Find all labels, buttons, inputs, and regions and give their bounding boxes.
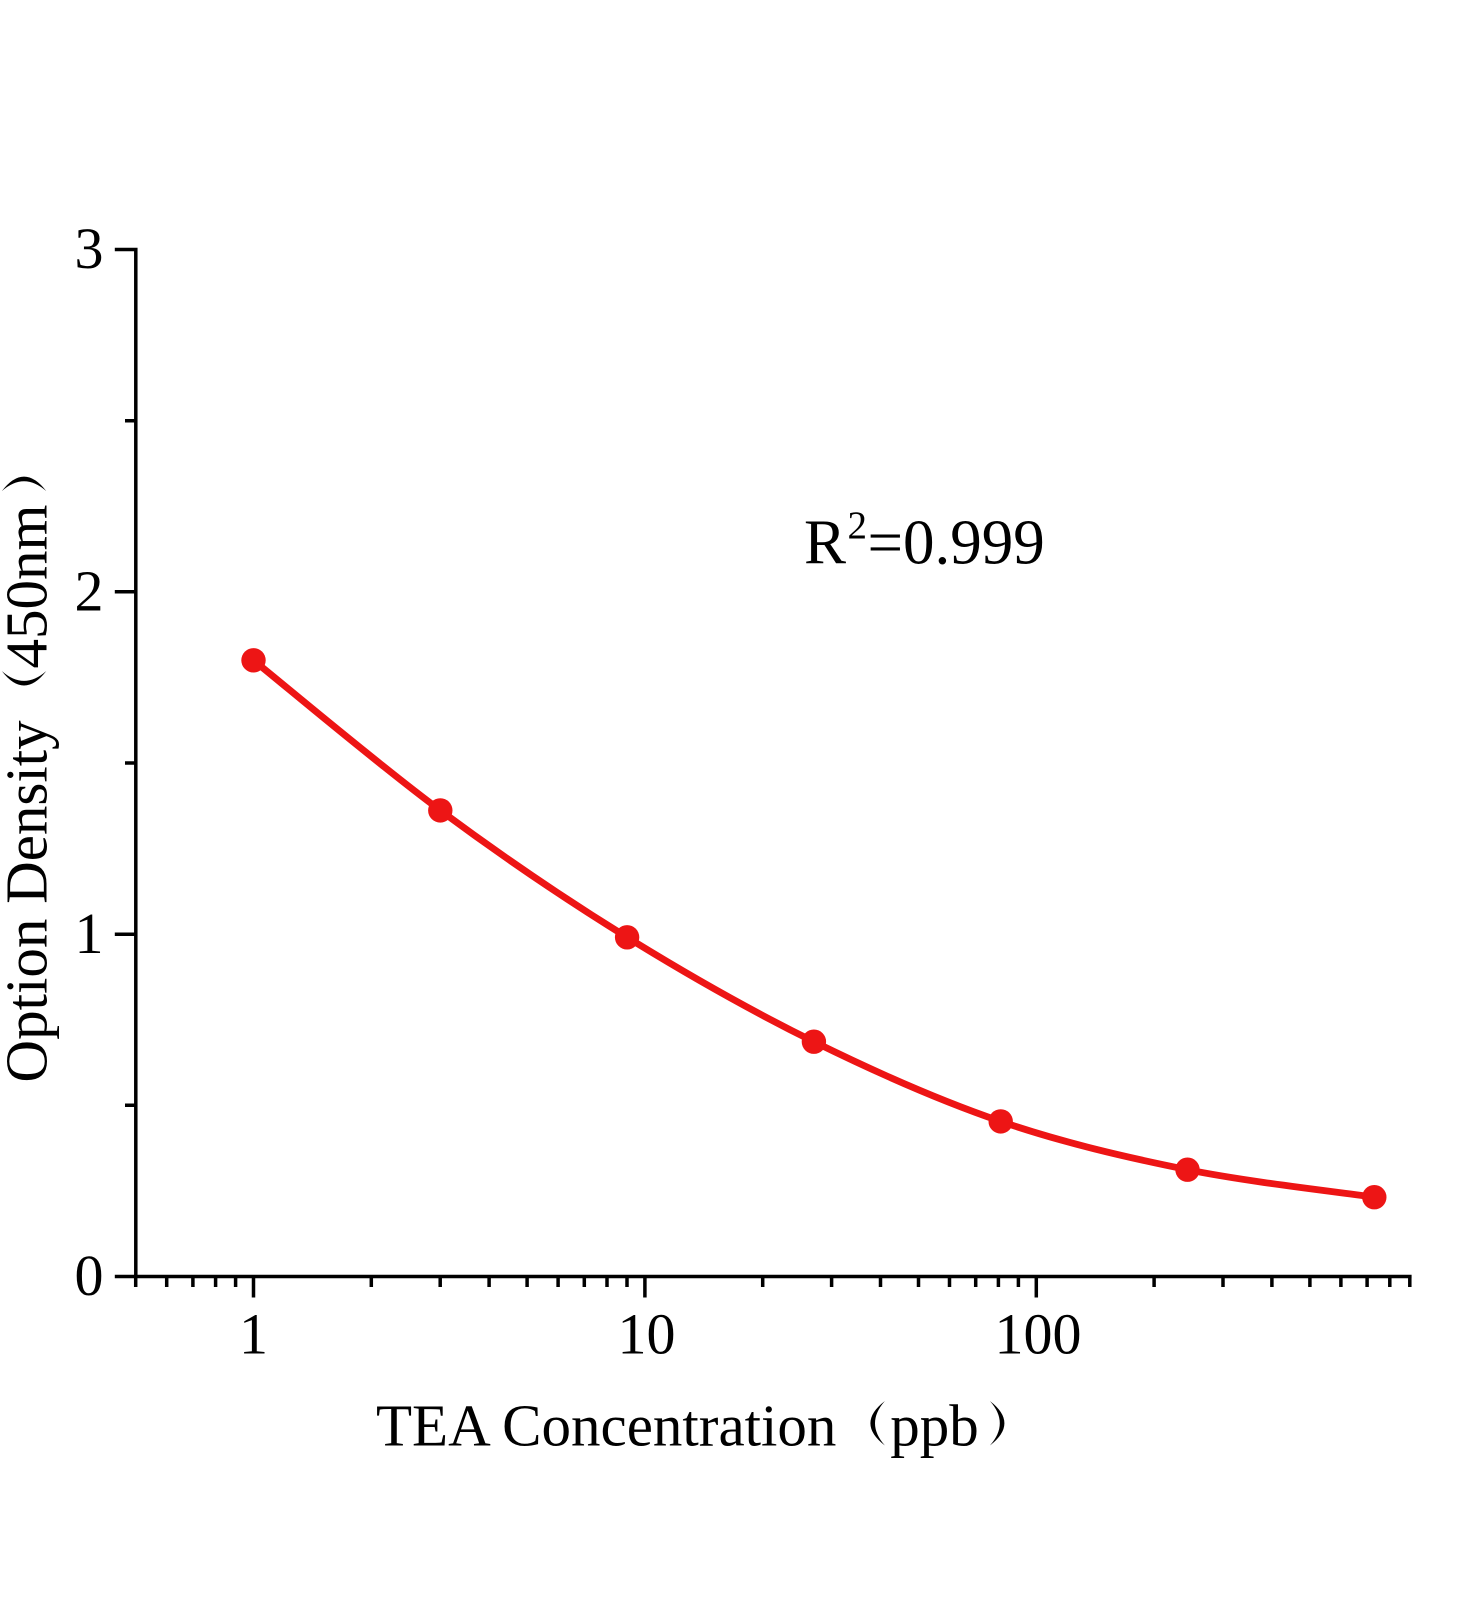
svg-text:TEA Concentration: TEA Concentration	[376, 1393, 836, 1459]
svg-text:10: 10	[618, 1302, 676, 1367]
svg-text:1: 1	[239, 1302, 268, 1367]
svg-text:ppb: ppb	[890, 1393, 979, 1459]
svg-text:R: R	[804, 508, 846, 578]
svg-text:3: 3	[75, 216, 104, 281]
svg-text:2: 2	[848, 504, 868, 547]
svg-text:Option Density: Option Density	[0, 720, 60, 1083]
svg-text:450nm: 450nm	[0, 505, 60, 669]
svg-text:1: 1	[75, 901, 104, 966]
svg-text:2: 2	[75, 559, 104, 624]
svg-text:=0.999: =0.999	[868, 508, 1045, 578]
svg-text:0: 0	[75, 1243, 104, 1308]
svg-text:100: 100	[995, 1302, 1082, 1367]
